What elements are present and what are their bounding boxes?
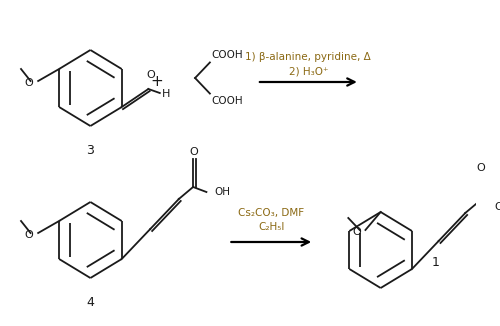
- Text: O: O: [352, 227, 360, 237]
- Text: 3: 3: [86, 144, 94, 157]
- Text: O: O: [24, 78, 34, 88]
- Text: O: O: [24, 230, 34, 240]
- Text: C₂H₅I: C₂H₅I: [258, 222, 284, 232]
- Text: +: +: [150, 75, 164, 90]
- Text: 4: 4: [86, 296, 94, 309]
- Text: COOH: COOH: [212, 96, 244, 106]
- Text: OH: OH: [214, 187, 230, 197]
- Text: O: O: [476, 163, 485, 173]
- Text: O: O: [190, 147, 198, 157]
- Text: H: H: [162, 89, 170, 99]
- Text: 2) H₃O⁺: 2) H₃O⁺: [288, 66, 328, 76]
- Text: O: O: [146, 70, 154, 80]
- Text: COOH: COOH: [212, 51, 244, 60]
- Text: O: O: [495, 202, 500, 212]
- Text: 1: 1: [432, 256, 440, 269]
- Text: 1) β-alanine, pyridine, Δ: 1) β-alanine, pyridine, Δ: [246, 52, 371, 62]
- Text: Cs₂CO₃, DMF: Cs₂CO₃, DMF: [238, 208, 304, 218]
